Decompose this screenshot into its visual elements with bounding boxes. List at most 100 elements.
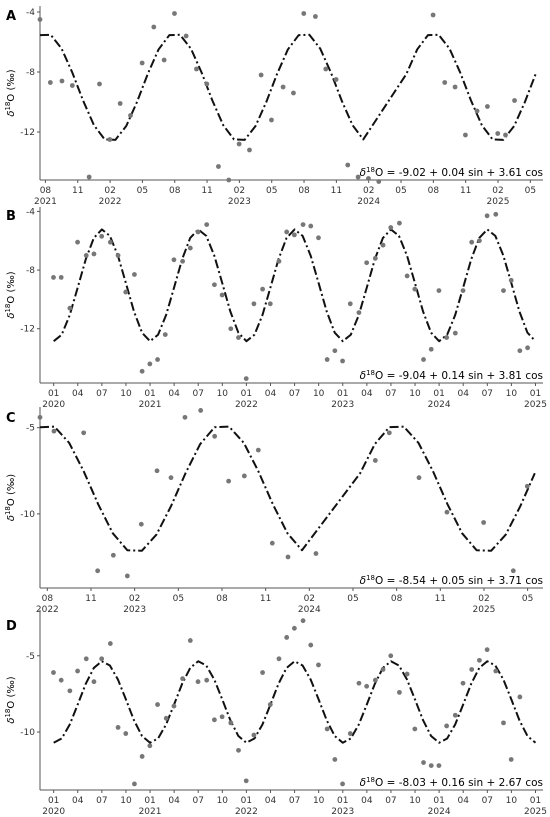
panel-c-x-tick-label: 08: [216, 594, 228, 604]
panel-a-point: [495, 131, 501, 136]
panel-d-point: [517, 694, 523, 700]
panel-a-equation-text: = -9.02 + 0.04 sin + 3.61 cos: [387, 167, 543, 179]
panel-b-y-title-delta: δ: [6, 313, 17, 319]
panel-a-y-title-main: O (‰): [6, 69, 17, 101]
panel-d-point: [460, 680, 466, 686]
panel-b-point: [300, 222, 306, 228]
panel-c-equation-text: = -8.54 + 0.05 sin + 3.71 cos: [387, 575, 543, 587]
panel-b-x-tick-label: 04: [457, 389, 469, 399]
panel-d-point: [291, 625, 297, 631]
panel-b-x-tick-label: 01: [48, 389, 59, 399]
panel-d-y-title: δ18O (‰): [4, 676, 17, 723]
panel-a-x-tick-label: 05: [525, 186, 536, 196]
panel-d-point: [132, 781, 137, 787]
panel-b-point: [162, 332, 168, 337]
panel-b-point: [91, 251, 97, 257]
panel-b-point: [123, 289, 129, 295]
panel-b-letter: B: [6, 209, 16, 224]
panel-b-point: [388, 225, 394, 230]
panel-b-point: [525, 345, 530, 351]
panel-d-x-tick-label: 10: [313, 796, 325, 806]
panel-d-x-tick-label: 07: [482, 796, 493, 806]
panel-d-year-label: 2023: [331, 807, 354, 817]
panel-a-point: [280, 84, 286, 90]
panel-c-x-tick-label: 11: [260, 594, 271, 604]
panel-c-x-tick-label: 05: [347, 594, 358, 604]
panel-b-y-title-sup: 18: [4, 304, 12, 313]
panel-d-point: [469, 667, 475, 672]
panel-d-point: [276, 656, 282, 662]
panel-c-point: [198, 408, 204, 413]
panel-a-fit-curve: [39, 33, 537, 141]
panel-c-year-label: 2023: [123, 605, 146, 615]
panel-b-point: [107, 239, 113, 245]
panel-b-point: [508, 277, 514, 283]
panel-b-point: [460, 288, 466, 293]
panel-a-x-tick-label: 05: [395, 186, 406, 196]
panel-a-year-label: 2025: [487, 197, 510, 207]
panel-d-point: [452, 712, 458, 718]
panel-d-x-tick-label: 01: [48, 796, 59, 806]
panel-a-equation: δ18O = -9.02 + 0.04 sin + 3.61 cos: [360, 166, 543, 179]
panel-a-x-tick-label: 02: [104, 186, 115, 196]
panel-b-point: [212, 282, 217, 288]
panel-d-point: [236, 747, 241, 753]
panel-d-x-tick-label: 01: [433, 796, 444, 806]
panel-b-x-tick-label: 07: [192, 389, 203, 399]
panel-d-point: [493, 668, 499, 674]
panel-b-x-tick-label: 07: [482, 389, 493, 399]
panel-d-point: [332, 757, 338, 762]
panel-c-equation-sup: 18: [366, 574, 375, 582]
panel-b-point: [316, 235, 321, 241]
panel-b-point: [332, 348, 338, 354]
panel-d-point: [267, 702, 273, 707]
panel-b-point: [356, 310, 362, 315]
panel-a-x-tick-label: 08: [169, 186, 181, 196]
panel-a-point: [86, 174, 92, 180]
panel-b-year-label: 2025: [524, 400, 547, 410]
panel-c-point: [110, 552, 116, 558]
panel-a-y-tick-label: -12: [20, 128, 35, 138]
panel-b-point: [428, 346, 434, 352]
panel-b-x-tick-label: 10: [506, 389, 518, 399]
panel-a-point: [117, 101, 123, 106]
panel-c-point: [37, 414, 43, 420]
panel-b-point: [219, 292, 225, 298]
panel-b-equation-text: = -9.04 + 0.14 sin + 3.81 cos: [387, 370, 543, 382]
panel-b-point: [347, 301, 353, 307]
panel-b-point: [380, 242, 386, 248]
panel-b-point: [324, 357, 330, 362]
panel-a-point: [151, 24, 157, 30]
panel-a-point: [442, 80, 448, 85]
panel-b-point: [147, 361, 153, 367]
panel-d-x-tick-label: 10: [217, 796, 229, 806]
panel-a-x-tick-label: 05: [266, 186, 277, 196]
panel-c-point: [444, 509, 450, 515]
panel-d-point: [347, 731, 353, 736]
panel-a-x-tick-label: 08: [40, 186, 52, 196]
panel-c-y-tick-label: -10: [20, 510, 35, 520]
panel-d-point: [364, 683, 370, 689]
panel-d-equation-delta: δ: [360, 777, 366, 789]
panel-d-year-label: 2021: [139, 807, 162, 817]
panel-d-point: [380, 667, 386, 672]
panel-b-x-tick-label: 07: [96, 389, 107, 399]
panel-c-y-title: δ18O (‰): [4, 474, 17, 521]
panel-a-point: [216, 164, 221, 169]
panel-a-point: [59, 78, 65, 84]
panel-a-x-tick-label: 11: [201, 186, 212, 196]
panel-d-x-tick-label: 04: [265, 796, 277, 806]
panel-c-x-tick-label: 08: [42, 594, 54, 604]
panel-b-equation-sup: 18: [366, 369, 375, 377]
panel-b-point: [58, 275, 64, 280]
panel-b-point: [195, 229, 201, 235]
panel-b-x-tick-label: 07: [385, 389, 396, 399]
panel-c-x-tick-label: 02: [129, 594, 140, 604]
panel-d-point: [484, 647, 490, 653]
panel-b-point: [260, 286, 265, 292]
panel-a-point: [291, 90, 296, 96]
panel-c-point: [226, 478, 232, 484]
panel-b-point: [412, 286, 418, 292]
panel-a-point: [345, 162, 351, 168]
